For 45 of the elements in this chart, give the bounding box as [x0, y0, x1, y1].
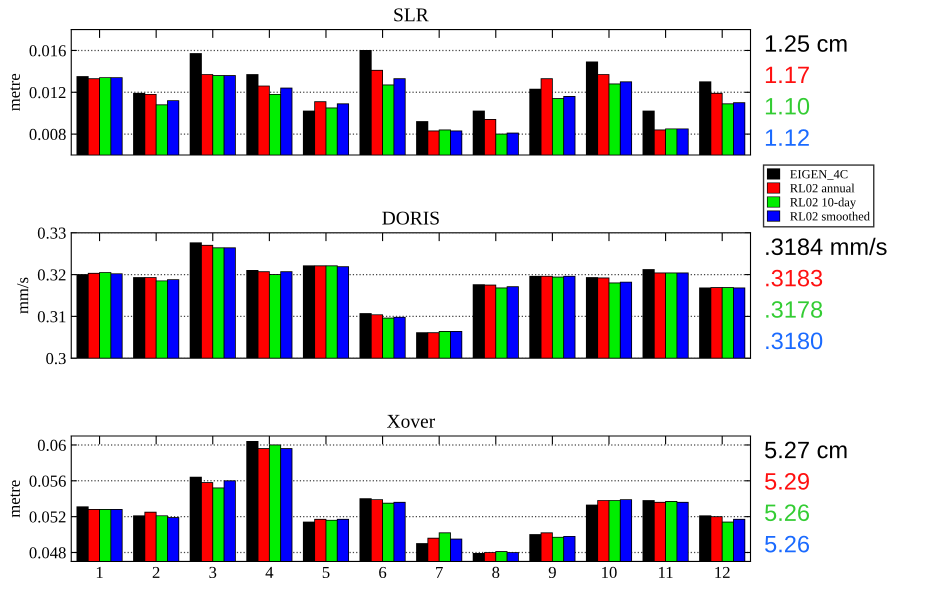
text: 5.26 [765, 536, 809, 552]
x-tick-label: 12 [715, 566, 730, 578]
text: 1.12 [766, 129, 809, 146]
x-tick-label: 6 [379, 566, 386, 578]
y-tick-label: 0.008 [30, 128, 66, 140]
y-tick-label: 0.056 [30, 476, 66, 487]
chart-title: DORIS [382, 212, 439, 225]
text: .3183 [766, 270, 822, 286]
y-tick-label: 0.31 [38, 311, 66, 322]
y-tick-label: 0.06 [38, 440, 66, 451]
chart-title: SLR [394, 8, 429, 22]
y-axis-title: metre [10, 480, 20, 518]
y-axis-title: mm/s [17, 278, 28, 314]
text: .3180 [766, 332, 822, 350]
x-tick-label: 3 [209, 566, 216, 578]
x-tick-label: 2 [152, 566, 160, 578]
legend-label: RL02 annual [790, 184, 854, 192]
x-tick-label: 7 [436, 566, 443, 578]
text: 1.25 cm [766, 35, 847, 52]
legend-label: EIGEN_4C [790, 170, 848, 180]
text: 1.17 [766, 66, 809, 84]
chart-title: Xover [387, 414, 435, 428]
y-tick-label: 0.012 [30, 86, 66, 98]
x-tick-label: 5 [322, 566, 330, 578]
y-axis-title: metre [10, 74, 20, 111]
y-tick-label: 0.048 [30, 547, 66, 559]
x-tick-label: 1 [96, 566, 103, 578]
legend-label: RL02 10-day [790, 198, 856, 210]
x-tick-label: 11 [659, 566, 673, 578]
text: 5.26 [765, 504, 809, 522]
x-tick-label: 9 [548, 566, 556, 578]
text: .3184 mm/s [766, 238, 887, 256]
x-tick-label: 8 [492, 566, 500, 578]
text: 5.29 [765, 473, 809, 490]
x-tick-label: 10 [602, 566, 617, 578]
text: 5.27 cm [765, 442, 847, 458]
x-tick-label: 4 [266, 566, 274, 578]
text: .3178 [766, 301, 822, 318]
legend-label: RL02 smoothed [790, 212, 870, 221]
y-tick-label: 0.33 [38, 227, 66, 239]
y-tick-label: 0.016 [30, 45, 66, 56]
y-tick-label: 0.32 [38, 269, 66, 281]
y-tick-label: 0.3 [46, 352, 66, 364]
text: 1.10 [766, 98, 810, 115]
y-tick-label: 0.052 [30, 511, 66, 523]
